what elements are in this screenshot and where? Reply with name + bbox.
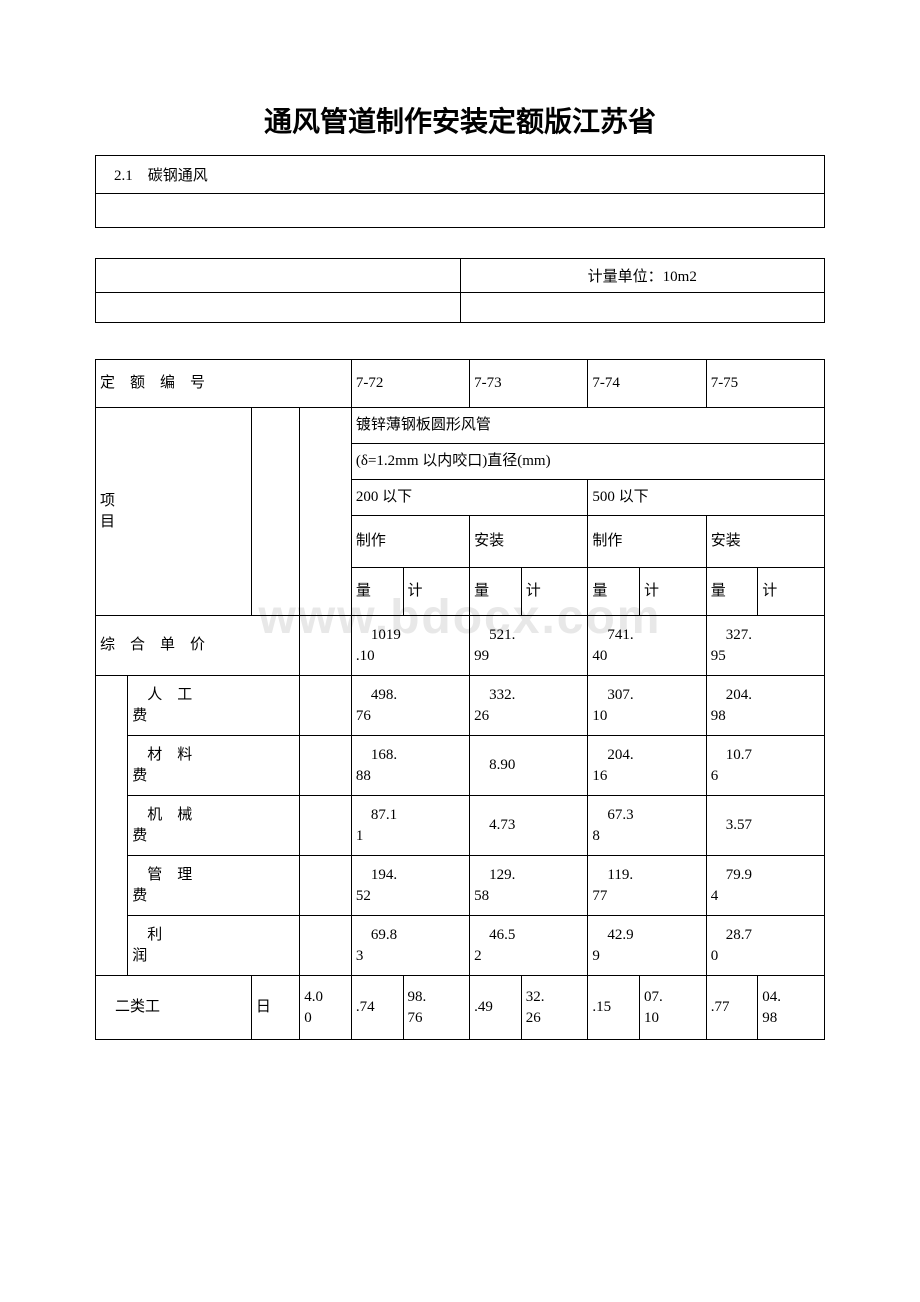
header-code-label: 定 额 编 号 (96, 360, 352, 408)
section-box: 2.1 碳钢通风 (95, 155, 825, 228)
row-labor-v1: 498.76 (351, 676, 469, 736)
row-material-label: 材 料费 (128, 736, 300, 796)
row-machine-label: 机 械费 (128, 796, 300, 856)
row-labor-label: 人 工费 (128, 676, 300, 736)
row-profit-blank (300, 916, 352, 976)
detail-p5: .15 (588, 976, 640, 1040)
code-1: 7-72 (351, 360, 469, 408)
row-machine-v1: 87.11 (351, 796, 469, 856)
detail-p4: 32.26 (521, 976, 588, 1040)
row-manage-v4: 79.94 (706, 856, 824, 916)
detail-p1: .74 (351, 976, 403, 1040)
row-material-v4: 10.76 (706, 736, 824, 796)
group-header-1: 镀锌薄钢板圆形风管 (351, 408, 824, 444)
row-material-v3: 204.16 (588, 736, 706, 796)
row-labor-v3: 307.10 (588, 676, 706, 736)
detail-p3: .49 (470, 976, 522, 1040)
detail-p8: 04.98 (758, 976, 825, 1040)
calc-1: 计 (403, 568, 470, 616)
row-profit-v2: 46.52 (470, 916, 588, 976)
row-comp-v3: 741.40 (588, 616, 706, 676)
group-header-2: (δ=1.2mm 以内咬口)直径(mm) (351, 444, 824, 480)
row-manage-v2: 129.58 (470, 856, 588, 916)
detail-base: 4.00 (300, 976, 352, 1040)
dia-1: 200 以下 (351, 480, 588, 516)
row-profit-label: 利 润 (128, 916, 300, 976)
qty-3: 量 (588, 568, 640, 616)
row-material-blank (300, 736, 352, 796)
unit-empty-3 (460, 293, 825, 323)
row-comp-blank (300, 616, 352, 676)
row-comp-v4: 327.95 (706, 616, 824, 676)
install-1: 安装 (470, 516, 588, 568)
page: 通风管道制作安装定额版江苏省 2.1 碳钢通风 计量单位：10m2 (0, 0, 920, 1100)
row-manage-v1: 194.52 (351, 856, 469, 916)
install-2: 安装 (706, 516, 824, 568)
row-comp-v1: 1019.10 (351, 616, 469, 676)
row-profit-v4: 28.70 (706, 916, 824, 976)
dia-2: 500 以下 (588, 480, 825, 516)
detail-p2: 98.76 (403, 976, 470, 1040)
main-table: 定 额 编 号 7-72 7-73 7-74 7-75 项 目 镀锌薄钢板圆形风… (95, 359, 825, 1040)
row-labor-v4: 204.98 (706, 676, 824, 736)
detail-p7: .77 (706, 976, 758, 1040)
row-machine-blank (300, 796, 352, 856)
page-title: 通风管道制作安装定额版江苏省 (95, 100, 825, 140)
row-labor-blank (300, 676, 352, 736)
unit-label: 计量单位：10m2 (460, 259, 825, 293)
row-profit-v3: 42.99 (588, 916, 706, 976)
row-material-v2: 8.90 (470, 736, 588, 796)
blank-col-2 (300, 408, 352, 616)
make-1: 制作 (351, 516, 469, 568)
code-3: 7-74 (588, 360, 706, 408)
row-machine-v2: 4.73 (470, 796, 588, 856)
unit-empty-1 (96, 259, 461, 293)
row-comp-price-label: 综 合 单 价 (96, 616, 300, 676)
qty-1: 量 (351, 568, 403, 616)
row-profit-v1: 69.83 (351, 916, 469, 976)
row-material-v1: 168.88 (351, 736, 469, 796)
cost-group (96, 676, 128, 976)
calc-2: 计 (521, 568, 588, 616)
detail-p6: 07.10 (640, 976, 707, 1040)
make-2: 制作 (588, 516, 706, 568)
item-col-label: 项 目 (96, 408, 252, 616)
section-label: 2.1 碳钢通风 (96, 156, 825, 194)
row-manage-label: 管 理费 (128, 856, 300, 916)
row-machine-v4: 3.57 (706, 796, 824, 856)
detail-unit: 日 (251, 976, 299, 1040)
qty-2: 量 (470, 568, 522, 616)
calc-3: 计 (640, 568, 707, 616)
code-4: 7-75 (706, 360, 824, 408)
section-empty (96, 194, 825, 228)
code-2: 7-73 (470, 360, 588, 408)
row-comp-v2: 521.99 (470, 616, 588, 676)
row-manage-blank (300, 856, 352, 916)
row-machine-v3: 67.38 (588, 796, 706, 856)
blank-col-1 (251, 408, 299, 616)
calc-4: 计 (758, 568, 825, 616)
row-labor-v2: 332.26 (470, 676, 588, 736)
detail-name: 二类工 (96, 976, 252, 1040)
row-manage-v3: 119.77 (588, 856, 706, 916)
unit-empty-2 (96, 293, 461, 323)
unit-box: 计量单位：10m2 (95, 258, 825, 323)
qty-4: 量 (706, 568, 758, 616)
